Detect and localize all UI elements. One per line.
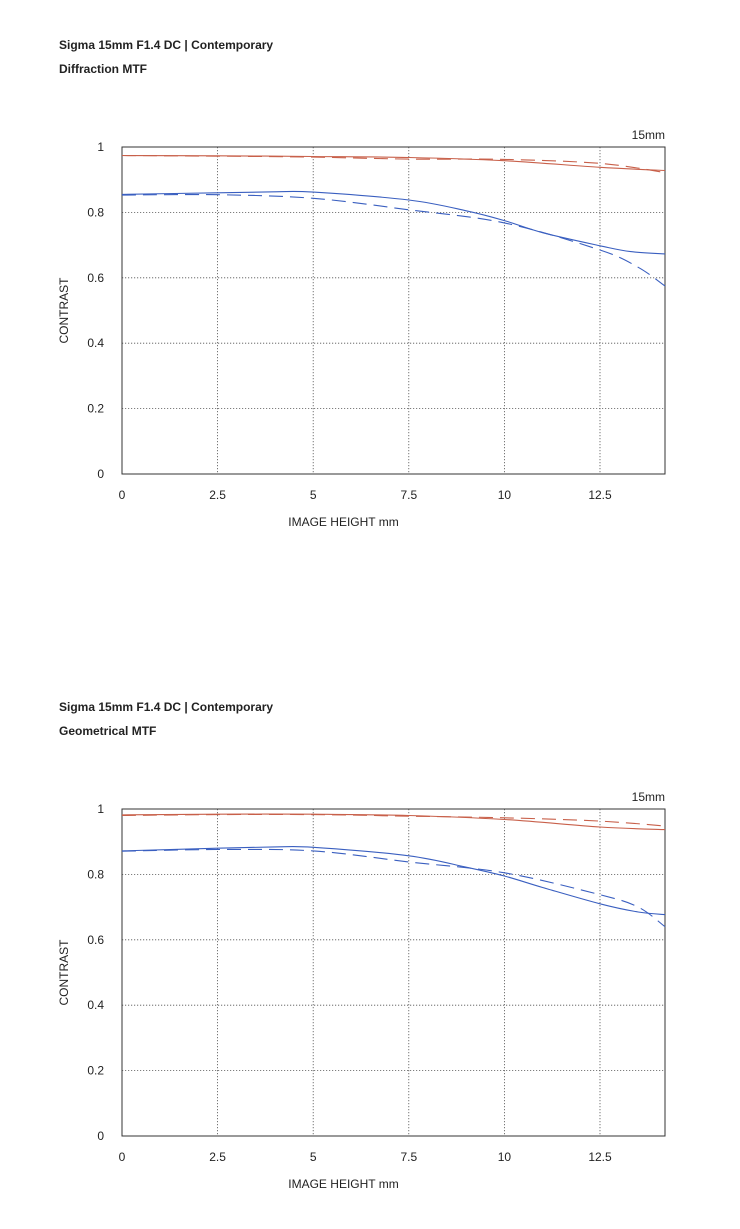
- chart-2-title-block: Sigma 15mm F1.4 DC | Contemporary Geomet…: [59, 700, 273, 738]
- focal-length-label: 15mm: [632, 790, 665, 804]
- focal-length-label: 15mm: [632, 128, 665, 142]
- y-axis-label: CONTRAST: [57, 277, 71, 344]
- series-line-blue-solid: [121, 190, 666, 255]
- y-tick-label: 0.8: [87, 867, 104, 881]
- series-line-blue-dashed: [121, 193, 666, 287]
- y-tick-label: 0.6: [87, 933, 104, 947]
- chart-2-lens-name: Sigma 15mm F1.4 DC | Contemporary: [59, 700, 274, 714]
- x-tick-label: 7.5: [400, 1150, 417, 1164]
- series-line-blue-dashed: [121, 848, 666, 928]
- x-axis-label: IMAGE HEIGHT mm: [288, 1177, 398, 1191]
- chart-2-subtitle: Geometrical MTF: [59, 724, 157, 738]
- plot-frame: [121, 146, 666, 475]
- y-tick-label: 0: [97, 467, 104, 481]
- series-line-red-dashed: [121, 813, 666, 827]
- y-tick-label: 0: [97, 1129, 104, 1143]
- chart-1-diffraction-mtf: 0 2.5 5 7.5 10 12.5 0 0.2 0.4 0.6 0.8 1 IMAGE HEIGHT…: [57, 128, 666, 529]
- x-tick-label: 12.5: [588, 1150, 612, 1164]
- series-line-red-solid: [121, 813, 666, 831]
- x-tick-label: 0: [119, 1150, 126, 1164]
- y-tick-label: 0.4: [87, 998, 104, 1012]
- x-tick-label: 2.5: [209, 488, 226, 502]
- y-axis-label: CONTRAST: [57, 939, 71, 1006]
- plot-frame: [121, 808, 666, 1137]
- x-axis-label: IMAGE HEIGHT mm: [288, 515, 398, 529]
- y-tick-label: 0.8: [87, 205, 104, 219]
- series-line-blue-solid: [121, 845, 666, 916]
- x-tick-label: 2.5: [209, 1150, 226, 1164]
- y-tick-label: 0.2: [87, 1064, 104, 1078]
- x-tick-label: 10: [498, 1150, 512, 1164]
- y-tick-label: 0.4: [87, 336, 104, 350]
- series-line-red-dashed: [121, 154, 666, 174]
- chart-1-title-block: Sigma 15mm F1.4 DC | Contemporary Diffra…: [59, 38, 273, 76]
- x-tick-label: 5: [310, 488, 317, 502]
- x-tick-label: 7.5: [400, 488, 417, 502]
- x-tick-label: 10: [498, 488, 512, 502]
- x-tick-label: 12.5: [588, 488, 612, 502]
- chart-1-subtitle: Diffraction MTF: [59, 62, 147, 76]
- series-line-red-solid: [121, 154, 666, 172]
- y-tick-label: 0.6: [87, 271, 104, 285]
- y-tick-label: 0.2: [87, 402, 104, 416]
- x-tick-label: 5: [310, 1150, 317, 1164]
- chart-2-geometrical-mtf: 0 2.5 5 7.5 10 12.5 0 0.2 0.4 0.6 0.8 1 IMAGE HEIGHT…: [57, 790, 666, 1191]
- x-tick-label: 0: [119, 488, 126, 502]
- chart-1-lens-name: Sigma 15mm F1.4 DC | Contemporary: [59, 38, 274, 52]
- y-tick-label: 1: [97, 802, 104, 816]
- y-tick-label: 1: [97, 140, 104, 154]
